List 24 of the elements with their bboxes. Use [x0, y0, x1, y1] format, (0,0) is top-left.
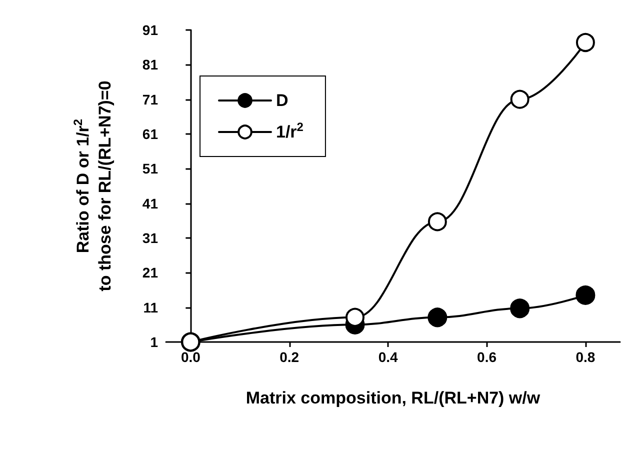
point [576, 285, 596, 305]
point [510, 90, 530, 109]
legend-label: D [276, 91, 288, 110]
x-tick-label: 0.2 [280, 349, 300, 365]
y-tick-label: 51 [142, 160, 158, 177]
y-tick-label: 71 [142, 91, 158, 108]
point [510, 298, 530, 318]
x-tick-label: 0.0 [180, 349, 201, 365]
point [576, 32, 595, 52]
y-tick-label: 41 [142, 195, 158, 212]
y-tick-label: 21 [142, 264, 158, 281]
y-tick-label: 1 [150, 334, 158, 350]
y-tick-label: 91 [142, 22, 158, 38]
x-tick-label: 0.4 [378, 349, 398, 365]
y-tick-label: 61 [142, 126, 158, 142]
y-tick-label: 81 [142, 56, 158, 73]
y-tick-label: 11 [143, 299, 158, 316]
x-axis-title: Matrix composition, RL/(RL+N7) w/w [246, 388, 541, 408]
point [428, 212, 447, 232]
point [428, 308, 448, 328]
y-tick-label: 31 [142, 230, 158, 246]
point [346, 308, 364, 327]
x-tick-label: 0.6 [477, 349, 497, 365]
x-tick-label: 0.8 [576, 349, 596, 365]
